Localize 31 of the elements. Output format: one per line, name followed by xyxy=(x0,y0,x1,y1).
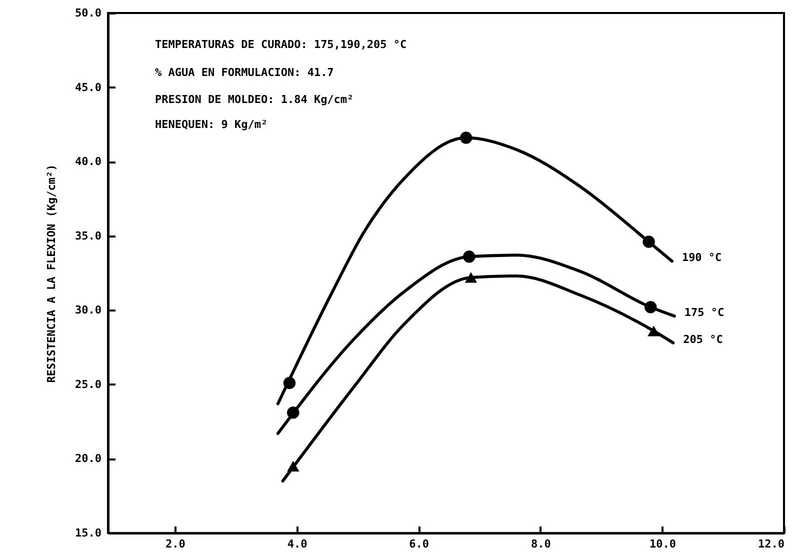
point xyxy=(287,406,300,419)
point xyxy=(464,272,478,283)
series-label: 190 °C xyxy=(682,251,722,264)
point xyxy=(642,236,655,248)
annotation: % AGUA EN FORMULACION: 41.7 xyxy=(155,66,334,79)
point xyxy=(460,132,472,144)
series-label: 175 °C xyxy=(684,306,724,320)
point xyxy=(287,460,300,472)
y-tick-label: 30.0 xyxy=(75,304,102,317)
x-tick-label: 4.0 xyxy=(287,538,308,550)
annotation: TEMPERATURAS DE CURADO: 175,190,205 °C xyxy=(155,38,407,51)
y-axis-title: RESISTENCIA A LA FLEXION (Kg/cm²) xyxy=(45,164,58,383)
x-tick-label: 12.0 xyxy=(758,538,784,550)
y-tick-label: 20.0 xyxy=(75,452,102,466)
y-tick-label: 25.0 xyxy=(75,378,102,391)
y-tick-label: 45.0 xyxy=(75,80,102,94)
x-tick-label: 6.0 xyxy=(409,538,430,550)
series-label: 205 °C xyxy=(683,332,723,346)
point xyxy=(463,250,476,263)
point xyxy=(648,326,660,336)
point xyxy=(644,301,657,314)
y-tick-label: 15.0 xyxy=(75,526,102,540)
annotation: PRESION DE MOLDEO: 1.84 Kg/cm² xyxy=(155,93,354,106)
x-tick-label: 8.0 xyxy=(530,538,551,550)
x-tick-label: 10.0 xyxy=(649,538,676,550)
point xyxy=(283,376,296,390)
x-tick-label: 2.0 xyxy=(166,538,186,550)
y-tick-label: 35.0 xyxy=(75,229,102,242)
y-tick-label: 50.0 xyxy=(75,6,102,20)
y-tick-label: 40.0 xyxy=(75,155,102,168)
annotation: HENEQUEN: 9 Kg/m² xyxy=(155,118,268,131)
